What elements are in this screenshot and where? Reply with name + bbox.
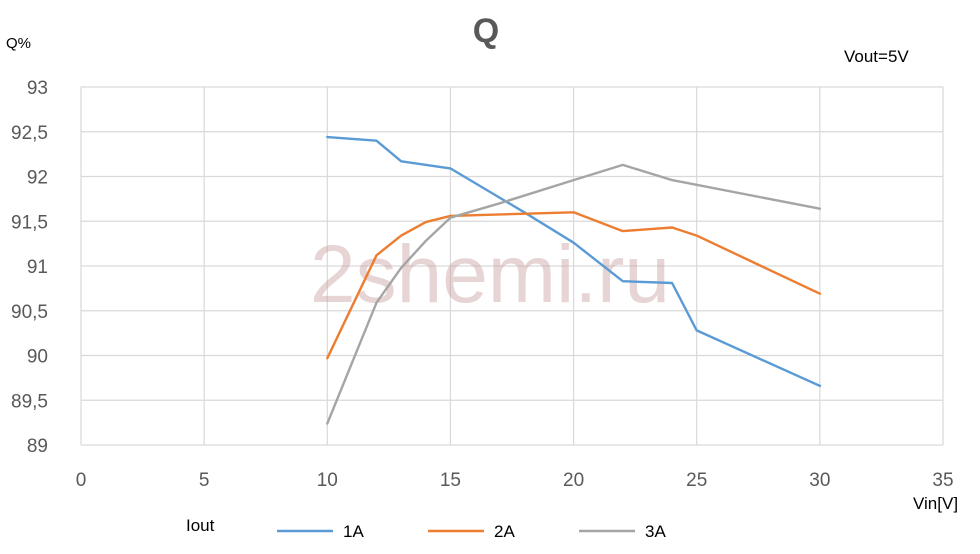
y-tick-label: 90	[27, 347, 48, 368]
condition-annotation: Vout=5V	[844, 47, 909, 66]
x-tick-label: 30	[809, 470, 830, 491]
y-axis-ticks: 89 89,5 90 90,5 91 91,5 92 92,5 93	[11, 78, 48, 457]
y-tick-label: 90,5	[11, 302, 48, 323]
x-tick-label: 0	[76, 470, 87, 491]
x-tick-label: 15	[440, 470, 461, 491]
series-line-1A	[326, 135, 822, 388]
series-line-3A	[326, 163, 822, 425]
x-tick-label: 20	[563, 470, 584, 491]
y-tick-label: 91,5	[11, 212, 48, 233]
x-tick-label: 25	[686, 470, 707, 491]
chart-title: Q	[473, 12, 499, 50]
series-lines	[326, 135, 822, 425]
legend-label: 1A	[343, 522, 364, 541]
legend-label: 2A	[494, 522, 515, 541]
y-tick-label: 91	[27, 257, 48, 278]
y-tick-label: 93	[27, 78, 48, 99]
x-axis-ticks: 0 5 10 15 20 25 30 35	[76, 470, 954, 491]
legend-label: 3A	[645, 522, 666, 541]
watermark: 2shemi.ru	[310, 229, 670, 320]
y-tick-label: 92	[27, 168, 48, 189]
y-tick-label: 92,5	[11, 123, 48, 144]
grid	[80, 86, 944, 446]
legend: Iout 1A 2A 3A	[186, 516, 666, 541]
x-tick-label: 5	[199, 470, 210, 491]
x-axis-label: Vin[V]	[913, 494, 958, 513]
y-tick-label: 89,5	[11, 391, 48, 412]
watermark-text: 2shemi.ru	[310, 229, 670, 320]
x-tick-label: 35	[932, 470, 953, 491]
x-tick-label: 10	[317, 470, 338, 491]
y-tick-label: 89	[27, 436, 48, 457]
y-axis-label: Q%	[6, 35, 31, 52]
legend-title: Iout	[186, 516, 215, 535]
series-line-2A	[326, 211, 822, 360]
